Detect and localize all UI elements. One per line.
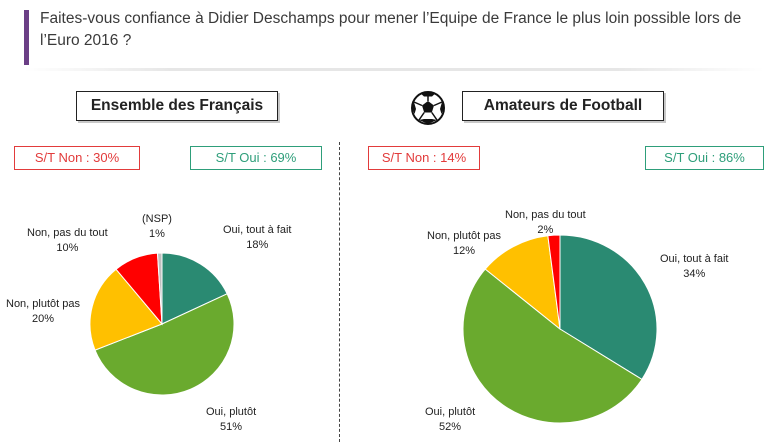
slice-label-oui-plutot-right: Oui, plutôt 52% xyxy=(425,406,476,433)
pie-slice-nsp-left xyxy=(156,252,163,325)
pie-slice-non-plutot-pas-left xyxy=(89,268,163,351)
slice-label-non-pas-du-tout-left: Non, pas du tout 10% xyxy=(27,227,108,254)
left-st-oui-badge: S/T Oui : 69% xyxy=(190,146,322,170)
slice-label-oui-tout-a-fait-left: Oui, tout à fait 18% xyxy=(223,224,292,251)
pie-slice-oui-plutot-right xyxy=(462,268,643,424)
slice-label-oui-plutot-left: Oui, plutôt 51% xyxy=(206,406,257,433)
right-panel-title: Amateurs de Football xyxy=(462,91,664,121)
slice-label-non-plutot-pas-left: Non, plutôt pas 20% xyxy=(6,298,80,325)
pie-slice-non-pas-du-tout-right xyxy=(547,234,561,330)
pie-chart-ensemble xyxy=(89,252,235,396)
pie-slice-oui-tout-a-fait-left xyxy=(161,252,228,325)
question-text: Faites-vous confiance à Didier Deschamps… xyxy=(40,10,742,49)
panel-divider xyxy=(339,142,340,442)
header-separator xyxy=(24,68,764,71)
question-accent-bar xyxy=(24,10,29,65)
slice-label-oui-tout-a-fait-right: Oui, tout à fait 34% xyxy=(660,253,729,280)
left-st-non-badge: S/T Non : 30% xyxy=(14,146,140,170)
slice-label-non-plutot-pas-right: Non, plutôt pas 12% xyxy=(427,230,501,257)
pie-slice-oui-plutot-left xyxy=(94,293,235,396)
right-st-non-badge: S/T Non : 14% xyxy=(368,146,480,170)
slice-label-nsp-left: (NSP) 1% xyxy=(142,213,172,240)
soccer-ball-icon xyxy=(411,91,445,125)
right-st-oui-badge: S/T Oui : 86% xyxy=(645,146,764,170)
left-panel-title: Ensemble des Français xyxy=(76,91,278,121)
pie-slice-oui-tout-a-fait-right xyxy=(559,234,658,381)
pie-slice-non-plutot-pas-right xyxy=(484,235,561,331)
slice-label-non-pas-du-tout-right: Non, pas du tout 2% xyxy=(505,209,586,236)
